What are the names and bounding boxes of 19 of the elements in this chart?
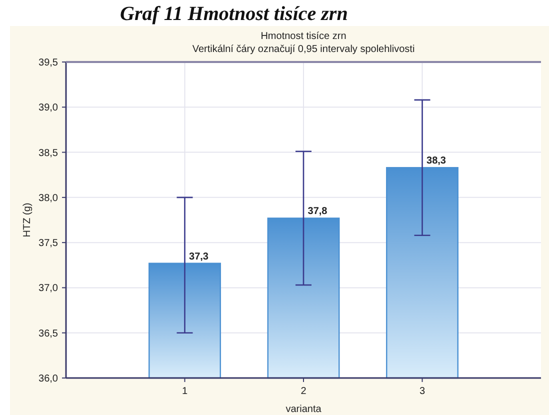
- chart-title: Hmotnost tisíce zrn: [260, 31, 346, 42]
- y-tick-label: 39,0: [38, 102, 58, 114]
- x-tick-label: 1: [182, 386, 188, 397]
- data-label: 38,3: [426, 156, 446, 167]
- y-tick-label: 38,5: [38, 148, 58, 159]
- x-tick-label: 3: [419, 386, 426, 397]
- x-tick-label: 2: [300, 386, 307, 397]
- y-tick-label: 36,0: [38, 374, 58, 384]
- y-tick-label: 37,0: [38, 283, 58, 294]
- data-label: 37,8: [308, 206, 328, 218]
- y-tick-label: 36,5: [38, 328, 58, 340]
- x-axis-title: varianta: [286, 404, 322, 415]
- chart-subtitle: Vertikální čáry označují 0,95 intervaly spolehlivosti: [192, 44, 415, 55]
- y-axis-title: HTZ (g): [22, 202, 33, 238]
- text: Graf 11 Hmotnost tisíce zrn: [120, 3, 348, 25]
- data-label: 37,3: [189, 251, 209, 262]
- y-tick-label: 39,5: [38, 58, 58, 68]
- y-tick-label: 37,5: [38, 238, 58, 250]
- y-tick-label: 38,0: [38, 192, 58, 204]
